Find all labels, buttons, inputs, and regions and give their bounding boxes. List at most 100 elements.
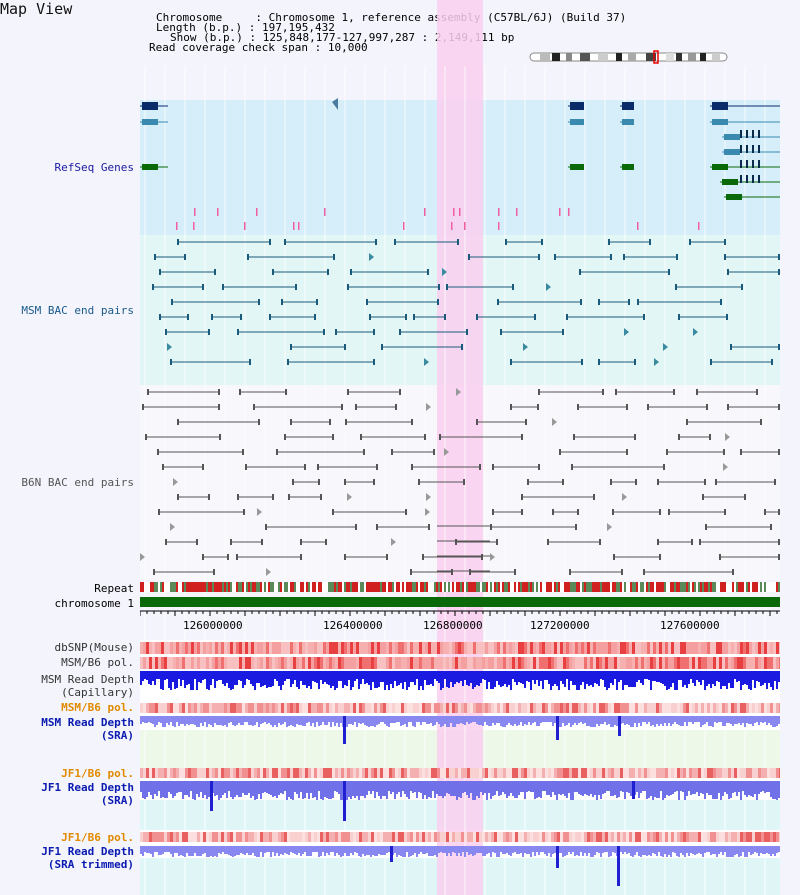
heat-cell: [353, 642, 356, 654]
heat-cell: [305, 768, 308, 778]
depth-bar: [274, 671, 276, 679]
chromosome-ideogram[interactable]: [528, 50, 730, 64]
heat-cell: [692, 832, 695, 842]
depth-bar: [274, 846, 276, 856]
bac-end-mark: [626, 404, 628, 410]
depth-bar: [472, 671, 474, 689]
heat-cell: [305, 657, 308, 669]
repeat-segment: [538, 582, 540, 592]
heat-cell: [296, 657, 299, 669]
repeat-segment: [558, 582, 560, 592]
repeat-segment: [452, 582, 454, 592]
depth-bar: [492, 781, 494, 796]
repeat-segment: [528, 582, 530, 592]
heat-cell: [395, 832, 398, 842]
heat-cell: [239, 703, 242, 713]
heat-cell: [299, 642, 302, 654]
heat-cell: [512, 768, 515, 778]
heat-cell: [296, 703, 299, 713]
depth-bar: [188, 846, 190, 856]
repeat-segment: [356, 582, 358, 592]
heat-cell: [716, 832, 719, 842]
heat-cell: [170, 832, 173, 842]
depth-bar: [604, 846, 606, 852]
depth-bar: [268, 716, 270, 723]
depth-bar: [168, 781, 170, 792]
heat-cell: [209, 832, 212, 842]
heat-cell: [686, 657, 689, 669]
heat-cell: [719, 832, 722, 842]
depth-bar: [286, 781, 288, 800]
depth-bar: [242, 716, 244, 725]
depth-bar: [168, 846, 170, 852]
heat-cell: [653, 642, 656, 654]
track-label-b6n-bac[interactable]: B6N BAC end pairs: [21, 476, 134, 489]
track-label-msm-depth-cap-1: MSM Read Depth: [41, 673, 134, 686]
depth-bar: [386, 781, 388, 799]
repeat-segment: [754, 582, 756, 592]
heat-cell: [461, 642, 464, 654]
depth-bar: [200, 781, 202, 792]
depth-bar: [256, 846, 258, 857]
depth-bar: [774, 671, 776, 681]
repeat-segment: [598, 582, 600, 592]
bac-end-mark: [422, 554, 424, 560]
heat-cell: [746, 703, 749, 713]
bac-end-mark: [562, 479, 564, 485]
depth-bar: [682, 781, 684, 792]
heat-cell: [212, 768, 215, 778]
depth-bar: [572, 671, 574, 685]
heat-cell: [275, 832, 278, 842]
heat-cell: [629, 768, 632, 778]
depth-bar: [184, 781, 186, 795]
variant-tick: [324, 208, 326, 216]
depth-bar: [696, 671, 698, 680]
depth-bar: [604, 716, 606, 722]
depth-bar: [484, 671, 486, 680]
gene-exon: [622, 119, 634, 125]
heat-cell: [380, 832, 383, 842]
heat-cell: [362, 768, 365, 778]
heat-cell: [422, 703, 425, 713]
depth-bar: [774, 716, 776, 727]
heat-cell: [308, 703, 311, 713]
depth-bar: [304, 716, 306, 726]
heat-cell: [350, 657, 353, 669]
heat-cell: [188, 657, 191, 669]
bac-end-mark: [719, 554, 721, 560]
depth-bar: [216, 846, 218, 857]
heat-cell: [575, 768, 578, 778]
depth-bar: [582, 781, 584, 796]
depth-bar: [272, 846, 274, 852]
depth-bar: [230, 846, 232, 856]
gene-exon: [752, 175, 754, 183]
depth-bar: [500, 671, 502, 687]
heat-cell: [503, 657, 506, 669]
heat-cell: [482, 642, 485, 654]
heat-cell: [725, 642, 728, 654]
depth-bar: [726, 716, 728, 723]
heat-cell: [443, 657, 446, 669]
bac-end-mark: [284, 434, 286, 440]
depth-bar: [266, 716, 268, 724]
bac-end-mark: [249, 359, 251, 365]
heat-cell: [515, 832, 518, 842]
track-label-refseq[interactable]: RefSeq Genes: [54, 161, 134, 174]
gene-exon: [570, 102, 584, 110]
depth-bar: [204, 671, 206, 679]
bac-end-mark: [643, 569, 645, 575]
depth-bar: [162, 671, 164, 690]
heat-cell: [503, 768, 506, 778]
repeat-segment: [534, 582, 536, 592]
track-label-msm-bac[interactable]: MSM BAC end pairs: [21, 304, 134, 317]
depth-bar: [502, 781, 504, 792]
heat-cell: [737, 642, 740, 654]
depth-bar: [650, 716, 652, 726]
repeat-segment: [184, 582, 186, 592]
depth-bar: [342, 671, 344, 688]
depth-bar: [488, 671, 490, 682]
depth-bar: [400, 716, 402, 726]
genome-canvas[interactable]: [140, 0, 780, 895]
heat-cell: [485, 703, 488, 713]
heat-cell: [164, 642, 167, 654]
